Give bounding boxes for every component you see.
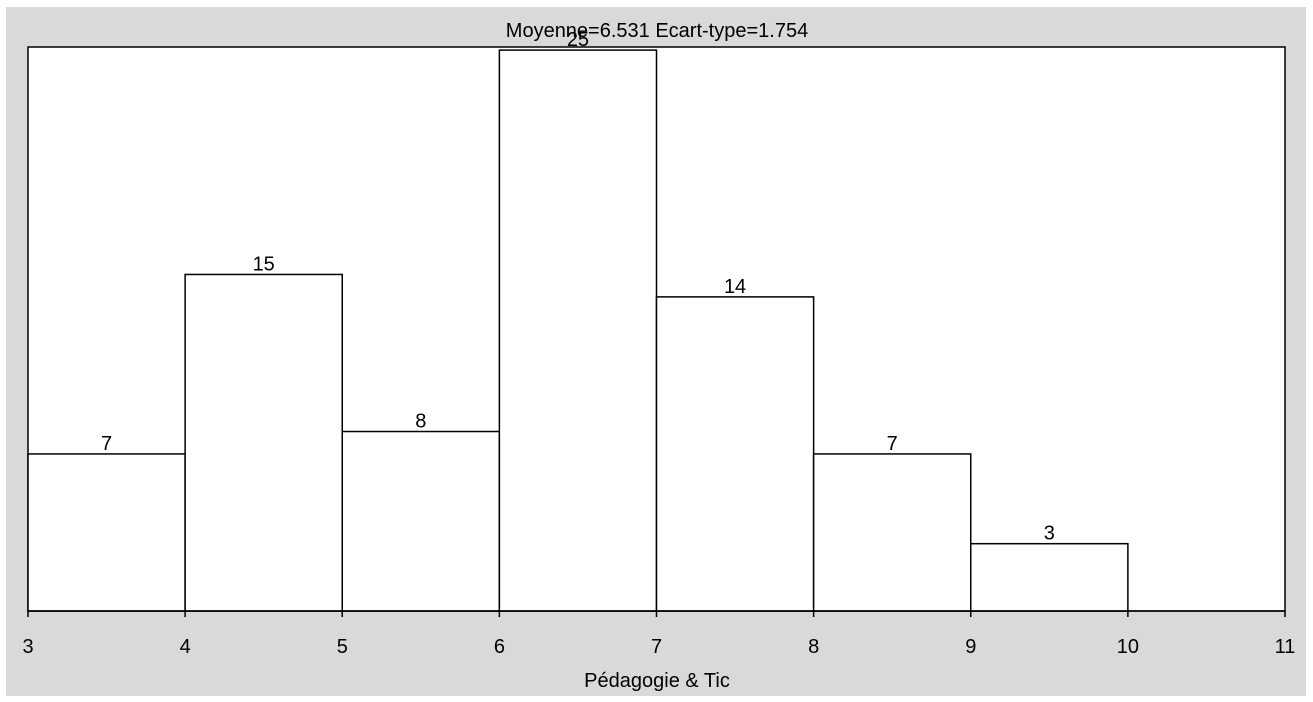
- x-tick-label: 6: [494, 636, 505, 658]
- bar-count-label: 15: [253, 253, 275, 275]
- histogram-svg: Moyenne=6.531 Ecart-type=1.754 715825147…: [22, 20, 1296, 692]
- histogram-bar: [812, 453, 972, 612]
- x-axis: 3 4 5 6 7 8 9 10 11: [22, 610, 1296, 658]
- x-tick-label: 5: [337, 636, 348, 658]
- bar-count-label: 7: [101, 433, 112, 455]
- bar-count-label: 14: [724, 276, 746, 298]
- histogram-bar: [27, 453, 186, 612]
- bar-count-label: 8: [415, 411, 426, 433]
- x-tick-label: 7: [651, 636, 662, 658]
- x-tick-label: 8: [808, 636, 819, 658]
- x-tick-label: 9: [965, 636, 976, 658]
- x-tick-label: 10: [1117, 636, 1139, 658]
- x-tick-label: 3: [22, 636, 33, 658]
- histogram-bar: [184, 273, 343, 612]
- x-tick-label: 11: [1275, 636, 1296, 658]
- bar-count-label: 25: [567, 29, 589, 51]
- histogram-bar: [655, 296, 815, 612]
- chart-title: Moyenne=6.531 Ecart-type=1.754: [506, 20, 808, 42]
- bar-count-label: 3: [1044, 523, 1055, 545]
- histogram-bar: [970, 542, 1129, 612]
- x-axis-label: Pédagogie & Tic: [584, 670, 730, 692]
- bars-layer: 7 15 8 25 14 7 3: [27, 29, 1129, 612]
- histogram-bar: [341, 430, 501, 612]
- histogram-chart: Moyenne=6.531 Ecart-type=1.754 7 15 8 25 14 7…: [6, 7, 1306, 696]
- histogram-bar: [498, 49, 658, 612]
- bar-count-label: 7: [887, 433, 898, 455]
- x-tick-label: 4: [180, 636, 191, 658]
